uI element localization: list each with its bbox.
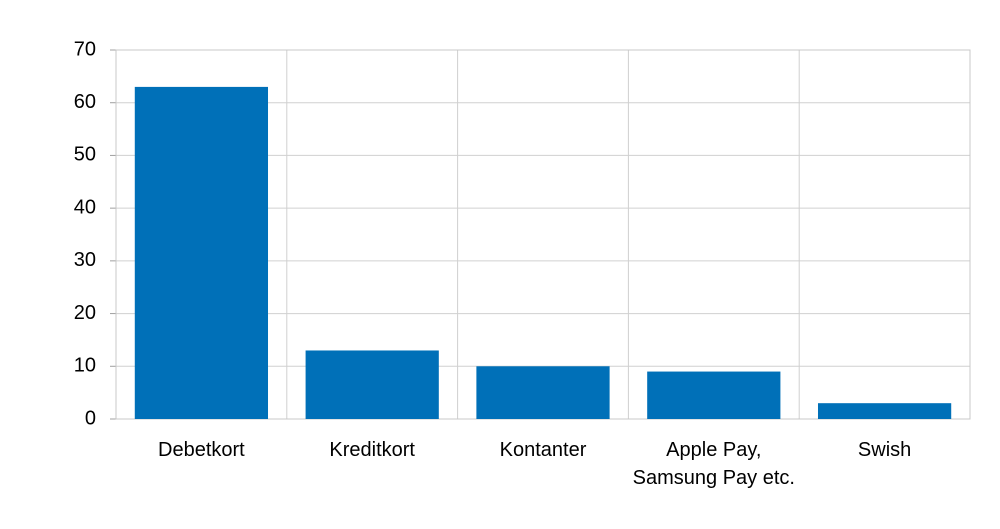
bar [817, 403, 952, 419]
bar [476, 366, 610, 419]
y-tick-label: 0 [85, 407, 96, 429]
bar [305, 350, 439, 419]
bar [647, 371, 781, 419]
x-tick-label: Kreditkort [329, 439, 415, 461]
y-tick-label: 20 [74, 302, 96, 324]
y-tick-label: 60 [74, 91, 96, 113]
x-tick-label: Kontanter [499, 439, 587, 461]
x-tick-label: Apple Pay, Samsung Pay etc. [632, 439, 795, 489]
y-tick-label: 40 [74, 196, 96, 218]
y-tick-label: 50 [74, 144, 96, 166]
y-tick-label: 30 [74, 249, 96, 271]
y-tick-label: 10 [74, 355, 96, 377]
bar [134, 86, 269, 420]
y-tick-label: 70 [74, 38, 96, 60]
x-tick-label: Swish [857, 439, 912, 461]
x-tick-label: Debetkort [158, 439, 245, 461]
